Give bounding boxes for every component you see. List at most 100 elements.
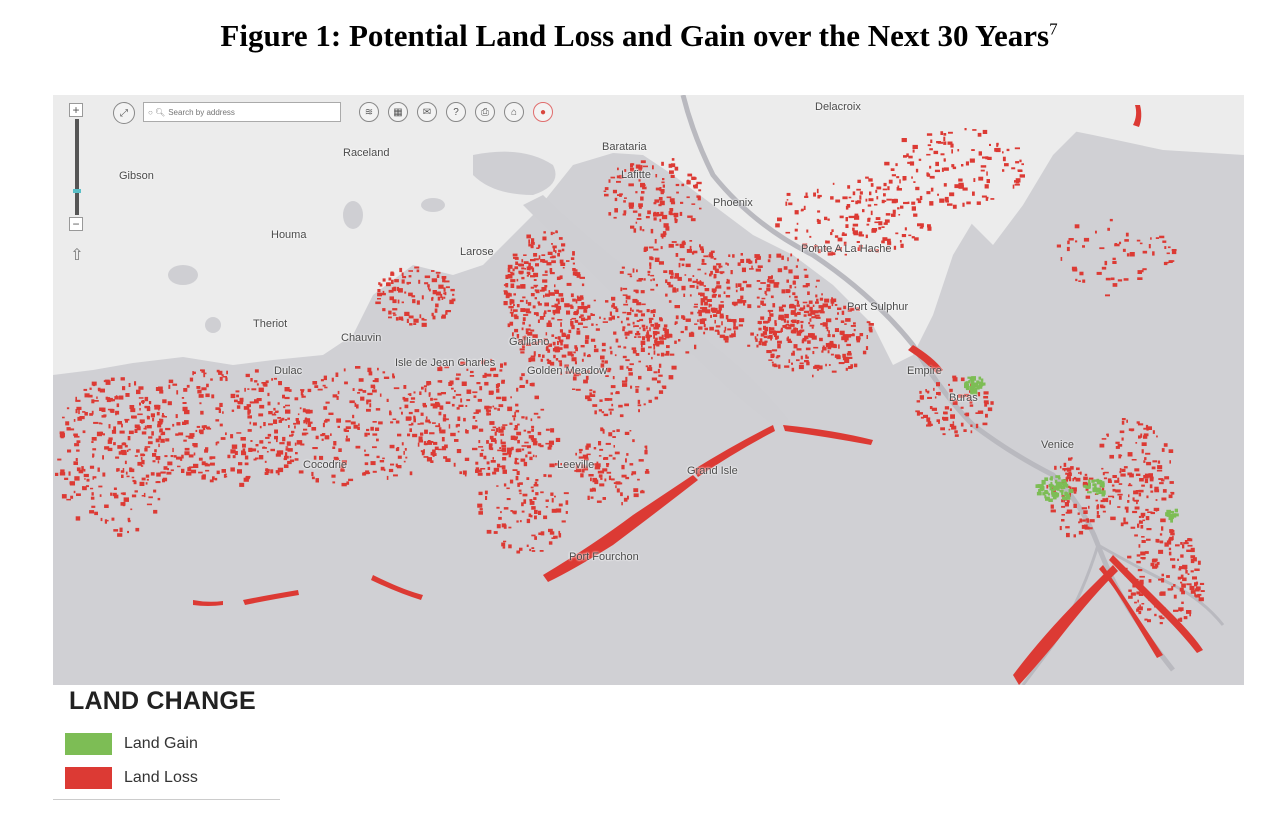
land-loss-patch — [1089, 519, 1095, 523]
land-loss-patch — [626, 366, 629, 369]
land-loss-patch — [962, 202, 965, 207]
land-loss-patch — [622, 328, 625, 332]
land-loss-patch — [782, 316, 785, 320]
grid-icon[interactable]: ▦ — [388, 102, 408, 122]
land-gain-patch — [1085, 485, 1091, 489]
land-loss-patch — [984, 184, 989, 189]
land-loss-patch — [1139, 242, 1143, 245]
land-loss-patch — [631, 347, 637, 350]
zoom-out-button[interactable]: − — [69, 217, 83, 231]
land-loss-patch — [776, 253, 782, 258]
land-loss-patch — [778, 314, 784, 319]
land-loss-patch — [125, 419, 128, 423]
mail-icon[interactable]: ✉ — [417, 102, 437, 122]
land-loss-patch — [853, 329, 856, 332]
land-loss-patch — [526, 518, 531, 524]
land-loss-patch — [1181, 583, 1186, 588]
land-loss-patch — [926, 191, 931, 195]
land-loss-patch — [75, 409, 78, 414]
land-loss-patch — [417, 423, 421, 425]
land-loss-patch — [613, 482, 618, 484]
land-loss-patch — [218, 408, 221, 413]
land-loss-patch — [552, 232, 555, 235]
land-loss-patch — [528, 243, 531, 247]
address-search[interactable]: ○ 🔍︎ — [143, 102, 341, 122]
land-gain-patch — [1101, 485, 1104, 489]
land-loss-patch — [535, 479, 539, 482]
land-loss-patch — [934, 412, 939, 414]
land-loss-patch — [176, 456, 181, 460]
land-loss-patch — [777, 340, 782, 344]
land-loss-patch — [668, 243, 674, 248]
layers-icon[interactable]: ≋ — [359, 102, 379, 122]
land-loss-patch — [652, 165, 654, 170]
zoom-slider-handle[interactable] — [73, 189, 81, 193]
land-loss-patch — [1139, 579, 1144, 585]
land-loss-patch — [796, 331, 802, 336]
zoom-in-button[interactable]: + — [69, 103, 83, 117]
land-loss-patch — [602, 429, 605, 434]
land-loss-patch — [786, 320, 789, 324]
land-loss-patch — [332, 394, 338, 398]
land-loss-patch — [794, 210, 799, 215]
land-loss-patch — [532, 334, 538, 339]
land-loss-patch — [393, 286, 397, 292]
land-loss-patch — [646, 337, 650, 342]
land-loss-patch — [764, 342, 767, 346]
land-loss-patch — [674, 322, 677, 325]
land-loss-patch — [522, 296, 526, 299]
land-loss-patch — [969, 401, 973, 404]
land-loss-patch — [111, 517, 115, 521]
land-loss-patch — [1187, 544, 1193, 547]
land-loss-patch — [337, 390, 340, 395]
help-icon[interactable]: ? — [446, 102, 466, 122]
land-loss-patch — [620, 287, 623, 292]
land-loss-patch — [561, 520, 566, 523]
land-loss-patch — [1082, 481, 1088, 486]
land-loss-patch — [464, 457, 470, 461]
land-loss-patch — [439, 380, 443, 383]
land-loss-patch — [1075, 477, 1081, 482]
land-loss-patch — [609, 311, 612, 316]
land-loss-patch — [259, 425, 262, 429]
land-loss-patch — [154, 449, 157, 453]
compass-icon[interactable]: ⇧ — [70, 247, 84, 264]
land-loss-patch — [643, 278, 646, 281]
print-icon[interactable]: ⎙ — [475, 102, 495, 122]
land-loss-patch — [1187, 538, 1191, 541]
location-pin-icon[interactable]: ● — [533, 102, 553, 122]
map-canvas[interactable] — [53, 95, 1244, 685]
land-loss-patch — [473, 425, 478, 429]
land-loss-patch — [1095, 499, 1098, 502]
search-input[interactable] — [168, 107, 329, 117]
land-loss-patch — [655, 331, 660, 335]
land-loss-patch — [166, 471, 172, 475]
land-loss-patch — [611, 304, 614, 308]
full-extent-icon[interactable]: ⤢ — [113, 102, 135, 124]
land-loss-patch — [1109, 454, 1114, 459]
land-loss-patch — [545, 442, 551, 445]
land-loss-patch — [270, 448, 275, 452]
land-loss-patch — [715, 286, 717, 292]
land-loss-patch — [307, 388, 312, 393]
zoom-control: + − ⇧ — [69, 103, 85, 265]
land-loss-patch — [534, 515, 537, 520]
land-loss-patch — [930, 139, 933, 143]
land-loss-patch — [66, 498, 71, 501]
land-loss-patch — [463, 417, 466, 422]
land-loss-patch — [533, 341, 539, 345]
land-loss-patch — [256, 398, 262, 402]
home-icon[interactable]: ⌂ — [504, 102, 524, 122]
land-loss-patch — [757, 305, 761, 308]
land-loss-patch — [1200, 590, 1205, 592]
land-loss-patch — [816, 279, 820, 282]
land-loss-patch — [511, 312, 514, 317]
land-loss-patch — [852, 230, 858, 234]
zoom-slider[interactable] — [73, 119, 81, 215]
land-loss-patch — [364, 462, 369, 466]
map-view[interactable]: Delacroix Raceland Barataria Lafitte Gib… — [53, 95, 1244, 685]
land-loss-patch — [1177, 558, 1179, 561]
land-loss-patch — [868, 326, 873, 331]
land-loss-patch — [478, 469, 482, 473]
land-loss-patch — [655, 337, 658, 341]
